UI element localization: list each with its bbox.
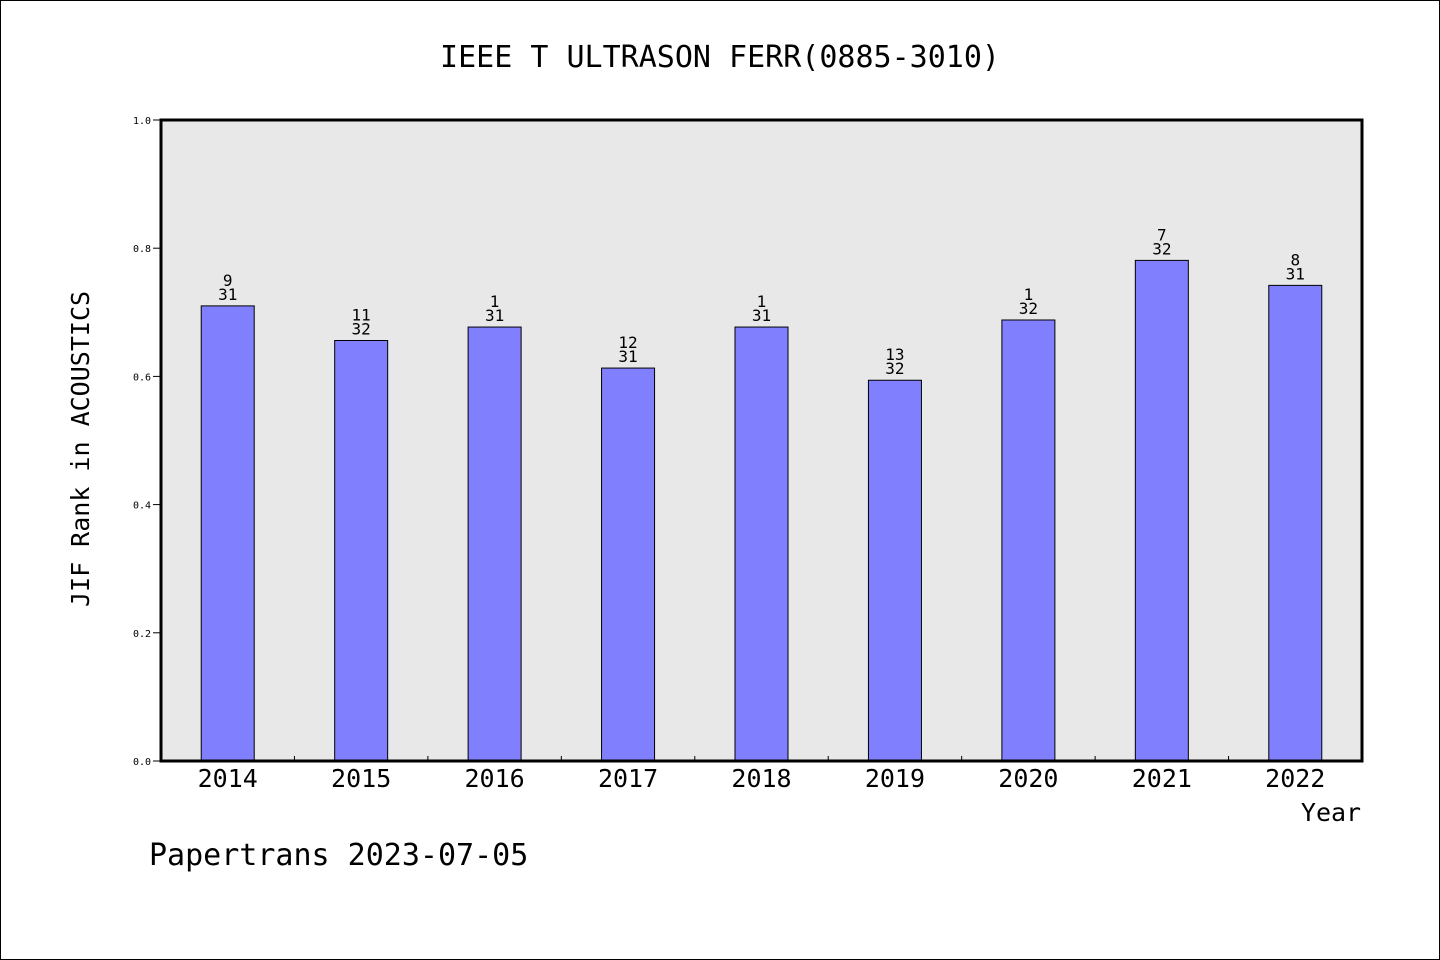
x-axis-label: Year (1301, 798, 1361, 827)
y-axis: 0.0 0.2 0.4 0.6 0.8 1.0 (133, 116, 161, 768)
x-axis: 2014 2015 2016 2017 2018 2019 2020 2021 2022 (198, 756, 1325, 793)
bar-label-total: 31 (1286, 264, 1305, 283)
bar-2017 (601, 367, 656, 762)
bar-label-rank: 12 (618, 333, 637, 352)
footer-credit: Papertrans 2023-07-05 (149, 838, 528, 873)
chart-title: IEEE T ULTRASON FERR(0885-3010) (440, 40, 1000, 75)
bar-label-rank: 1 (757, 292, 767, 311)
x-tick-label: 2018 (731, 764, 791, 793)
bar-2018 (734, 326, 789, 762)
bar-label-total: 31 (218, 285, 237, 304)
y-tick-label: 0.2 (133, 629, 151, 640)
bar-2021 (1134, 259, 1189, 762)
bar-label-total: 32 (1152, 239, 1171, 258)
x-tick-label: 2021 (1132, 764, 1192, 793)
bar-label-total: 32 (1019, 299, 1038, 318)
y-tick-label: 0.8 (133, 244, 151, 255)
bar-label-total: 31 (752, 306, 771, 325)
bar-label-total: 31 (618, 347, 637, 366)
y-tick-label: 0.6 (133, 372, 151, 383)
x-tick-label: 2015 (331, 764, 391, 793)
bar-label-rank: 13 (885, 345, 904, 364)
y-tick-label: 1.0 (133, 116, 151, 127)
x-tick-label: 2014 (198, 764, 258, 793)
bar-label-rank: 1 (490, 292, 500, 311)
bars-group (200, 259, 1323, 762)
bar-label-rank: 9 (223, 271, 233, 290)
y-tick-label: 0.0 (133, 757, 151, 768)
bar-label-rank: 8 (1290, 250, 1300, 269)
bar-2019 (867, 379, 922, 762)
bar-2020 (1001, 319, 1056, 762)
y-tick-label: 0.4 (133, 501, 151, 512)
y-axis-label: JIF Rank in ACOUSTICS (66, 291, 95, 607)
x-tick-label: 2022 (1265, 764, 1325, 793)
bar-label-rank: 11 (352, 306, 371, 325)
bar-label-rank: 7 (1157, 225, 1167, 244)
bar-2022 (1268, 284, 1323, 762)
plot-frame (159, 118, 1364, 763)
x-tick-label: 2020 (998, 764, 1058, 793)
x-tick-label: 2016 (465, 764, 525, 793)
x-tick-label: 2019 (865, 764, 925, 793)
bar-2016 (467, 326, 522, 762)
bar-2015 (334, 340, 389, 762)
x-tick-label: 2017 (598, 764, 658, 793)
bar-label-rank: 1 (1024, 285, 1034, 304)
bar-2014 (200, 305, 255, 762)
bar-label-total: 31 (485, 306, 504, 325)
bar-label-total: 32 (352, 320, 371, 339)
bar-label-total: 32 (885, 359, 904, 378)
